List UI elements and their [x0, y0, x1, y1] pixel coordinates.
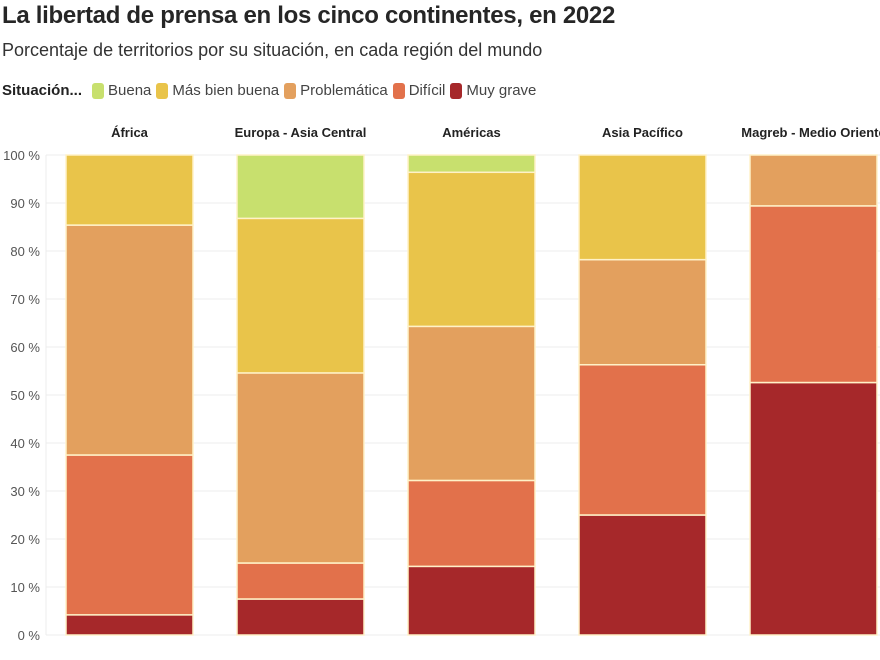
bar-segment-más-bien-buena — [407, 171, 536, 328]
y-tick-label: 30 % — [10, 484, 40, 499]
legend-item: Muy grave — [450, 82, 536, 99]
legend-item: Buena — [92, 82, 151, 99]
bar-segment-más-bien-buena — [65, 154, 194, 226]
category-label: Américas — [442, 125, 501, 140]
y-tick-label: 60 % — [10, 340, 40, 355]
bar-segment-buena — [407, 154, 536, 174]
legend-swatch — [450, 82, 463, 99]
bar-segment-buena — [236, 154, 365, 220]
category-label: Europa - Asia Central — [235, 125, 367, 140]
bar-segment-más-bien-buena — [578, 154, 707, 261]
y-tick-label: 40 % — [10, 436, 40, 451]
legend-swatch — [92, 82, 105, 99]
y-tick-label: 70 % — [10, 292, 40, 307]
chart-title: La libertad de prensa en los cinco conti… — [2, 2, 616, 29]
legend-item: Difícil — [392, 82, 446, 99]
bar-segment-muy-grave — [236, 598, 365, 636]
y-tick-label: 10 % — [10, 580, 40, 595]
bar-segment-difícil — [65, 454, 194, 616]
y-tick-label: 20 % — [10, 532, 40, 547]
category-label: África — [111, 125, 149, 140]
bar-segment-muy-grave — [65, 614, 194, 636]
y-tick-label: 90 % — [10, 196, 40, 211]
bar-segment-difícil — [407, 479, 536, 568]
y-tick-label: 80 % — [10, 244, 40, 259]
y-tick-label: 100 % — [3, 148, 40, 163]
legend-label: Problemática — [300, 82, 388, 99]
legend-title: Situación... — [2, 82, 83, 99]
bar-segment-muy-grave — [749, 381, 878, 636]
legend-label: Difícil — [408, 82, 446, 99]
bar-segment-problemática — [749, 154, 878, 207]
legend-swatch — [284, 82, 297, 99]
legend-swatch — [392, 82, 405, 99]
category-label: Magreb - Medio Oriente — [741, 125, 880, 140]
legend-item: Problemática — [284, 82, 388, 99]
bar-segment-problemática — [407, 325, 536, 482]
bar-segment-más-bien-buena — [236, 217, 365, 374]
legend: Situación... Buena Más bien buena Problemá… — [2, 82, 541, 99]
bar-segment-difícil — [578, 364, 707, 516]
y-tick-label: 50 % — [10, 388, 40, 403]
bar-segment-muy-grave — [578, 514, 707, 636]
legend-label: Buena — [108, 82, 152, 99]
bar-segment-problemática — [65, 224, 194, 456]
bar-segment-problemática — [578, 258, 707, 366]
bar-segment-muy-grave — [407, 565, 536, 636]
bar-segment-difícil — [749, 205, 878, 384]
legend-label: Más bien buena — [172, 82, 280, 99]
category-label: Asia Pacífico — [602, 125, 683, 140]
legend-swatch — [156, 82, 169, 99]
bar-segment-difícil — [236, 562, 365, 600]
bar-segment-problemática — [236, 372, 365, 564]
y-tick-label: 0 % — [18, 628, 41, 643]
legend-item: Más bien buena — [156, 82, 279, 99]
chart-subtitle: Porcentaje de territorios por su situaci… — [2, 40, 543, 60]
legend-label: Muy grave — [466, 82, 537, 99]
